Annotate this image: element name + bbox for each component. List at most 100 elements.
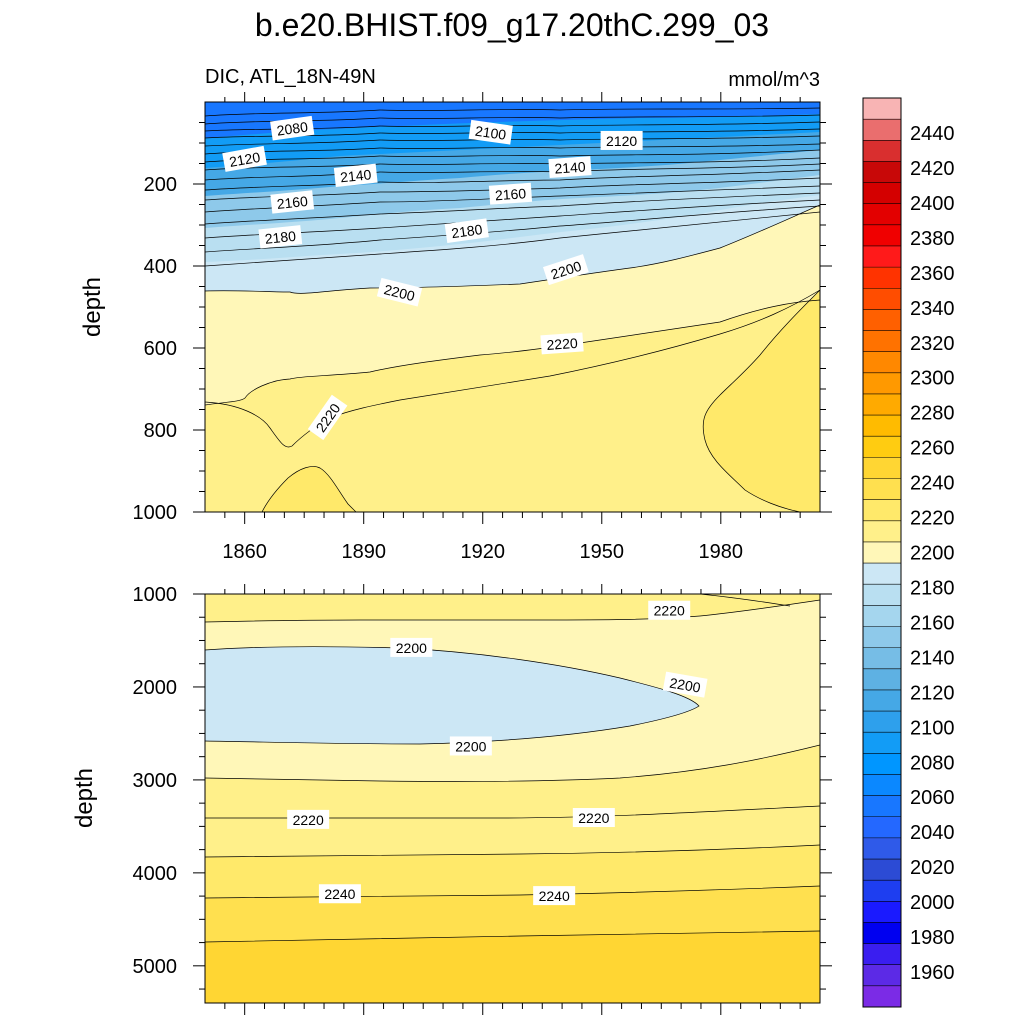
colorbar-label: 2140 bbox=[910, 647, 955, 669]
colorbar-swatch bbox=[863, 753, 901, 775]
colorbar-swatch bbox=[863, 711, 901, 733]
contour-label: 2200 bbox=[390, 637, 433, 657]
contour-line bbox=[205, 744, 820, 782]
contour-line bbox=[699, 594, 791, 607]
upper-field bbox=[205, 102, 820, 512]
colorbar-label: 1980 bbox=[910, 927, 955, 949]
colorbar-swatch bbox=[863, 732, 901, 754]
contour-label-bg bbox=[318, 884, 361, 904]
contour-line bbox=[205, 169, 820, 191]
colorbar-label: 2080 bbox=[910, 752, 955, 774]
colorbar-swatch bbox=[863, 351, 901, 374]
colorbar-label: 2260 bbox=[910, 438, 955, 460]
colorbar-swatch bbox=[863, 203, 901, 226]
contour-label-text: 2120 bbox=[228, 149, 262, 170]
colorbar-swatch bbox=[863, 309, 901, 331]
colorbar-label: 2200 bbox=[910, 543, 955, 565]
contour-line bbox=[205, 107, 820, 117]
contour-label: 2180 bbox=[258, 225, 303, 249]
contour-label-bg bbox=[540, 332, 584, 355]
contour-label: 2140 bbox=[548, 156, 592, 179]
contour-label: 2220 bbox=[572, 808, 615, 828]
y-tick-label: 200 bbox=[144, 174, 177, 196]
x-tick-label: 1980 bbox=[699, 541, 744, 563]
colorbar-swatch bbox=[863, 393, 901, 416]
contour-label-text: 2140 bbox=[339, 166, 372, 185]
colorbar-frame bbox=[862, 97, 902, 1008]
colorbar-swatch bbox=[863, 224, 901, 247]
contour-label-text: 2140 bbox=[554, 159, 586, 177]
contour-label-bg bbox=[258, 225, 303, 249]
contour-label: 2160 bbox=[488, 182, 533, 205]
colorbar-swatch bbox=[863, 98, 901, 120]
colorbar-swatch bbox=[863, 182, 901, 204]
right-subtitle: mmol/m^3 bbox=[728, 69, 820, 91]
colorbar-swatch bbox=[863, 985, 901, 1008]
contour-line bbox=[702, 289, 820, 512]
upper-band-2240-bottom bbox=[262, 466, 356, 512]
contour-label-bg bbox=[333, 163, 378, 187]
lower-contour-labels: 2220 2200 2200 2200 2220 2220 2240 2240 bbox=[287, 600, 708, 906]
colorbar-swatch bbox=[863, 140, 901, 162]
contour-label: 2200 bbox=[662, 671, 708, 698]
contour-label-bg bbox=[600, 130, 643, 150]
colorbar-swatch bbox=[863, 584, 901, 606]
contour-label: 2220 bbox=[287, 809, 330, 829]
colorbar-label: 2300 bbox=[910, 368, 955, 390]
colorbar-swatch bbox=[863, 372, 901, 395]
contour-line bbox=[205, 192, 820, 225]
colorbar-label: 2060 bbox=[910, 787, 955, 809]
upper-contour-labels: 2080 2100 2120 2120 2140 2140 2160 2160 2180 2180… bbox=[222, 115, 643, 441]
contour-line bbox=[205, 211, 820, 267]
y-tick-label: 4000 bbox=[133, 863, 178, 885]
colorbar-swatch bbox=[863, 668, 901, 691]
contour-label-text: 2220 bbox=[546, 335, 578, 353]
colorbar: 2440 2420 2400 2380 2360 2340 2320 2300 2280 2260… bbox=[862, 97, 955, 1008]
colorbar-label: 2420 bbox=[910, 158, 955, 180]
colorbar-swatch bbox=[863, 267, 901, 289]
colorbar-label: 2320 bbox=[910, 333, 955, 355]
x-tick-label: 1890 bbox=[341, 541, 386, 563]
contour-label-bg bbox=[376, 277, 423, 307]
y-tick-label: 400 bbox=[144, 256, 177, 278]
upper-axes: 1860 1890 1920 1950 1980 200 400 600 800 1000 bbox=[133, 92, 832, 563]
contour-label: 2220 bbox=[648, 600, 691, 620]
colorbar-swatch bbox=[863, 541, 901, 564]
contour-label-bg bbox=[533, 886, 576, 906]
colorbar-swatch bbox=[863, 436, 901, 458]
x-tick-label: 1860 bbox=[222, 541, 267, 563]
y-tick-label: 800 bbox=[144, 420, 177, 442]
contour-label-bg bbox=[449, 736, 492, 756]
colorbar-label: 2000 bbox=[910, 892, 955, 914]
contour-label-text: 2200 bbox=[455, 738, 486, 754]
left-subtitle: DIC, ATL_18N-49N bbox=[205, 66, 376, 88]
contour-label-text: 2240 bbox=[324, 886, 355, 902]
contour-label-bg bbox=[648, 600, 691, 620]
colorbar-swatch bbox=[863, 520, 901, 543]
colorbar-label: 2340 bbox=[910, 298, 955, 320]
upper-panel: 1860 1890 1920 1950 1980 200 400 600 800 1000 208… bbox=[79, 92, 832, 563]
x-tick-label: 1920 bbox=[460, 541, 505, 563]
contour-label: 2220 bbox=[540, 332, 584, 355]
lower-ylabel: depth bbox=[71, 768, 98, 828]
colorbar-swatch bbox=[863, 563, 901, 585]
colorbar-label: 2120 bbox=[910, 682, 955, 704]
colorbar-swatch bbox=[863, 457, 901, 479]
contour-label: 2160 bbox=[270, 190, 315, 214]
contour-label: 2100 bbox=[468, 119, 513, 145]
y-tick-label: 600 bbox=[144, 338, 177, 360]
contour-label-text: 2080 bbox=[276, 119, 309, 139]
lower-band-2200-core bbox=[205, 646, 699, 744]
colorbar-swatch bbox=[863, 859, 901, 881]
contour-line bbox=[205, 204, 820, 294]
colorbar-swatch bbox=[863, 499, 901, 522]
colorbar-swatch bbox=[863, 774, 901, 796]
colorbar-label: 2020 bbox=[910, 857, 955, 879]
colorbar-swatch bbox=[863, 943, 901, 966]
upper-band-2240-right bbox=[703, 290, 820, 512]
contour-label-text: 2220 bbox=[654, 603, 685, 619]
colorbar-swatch bbox=[863, 880, 901, 902]
contour-label: 2200 bbox=[376, 277, 423, 307]
y-tick-label: 1000 bbox=[133, 584, 178, 606]
